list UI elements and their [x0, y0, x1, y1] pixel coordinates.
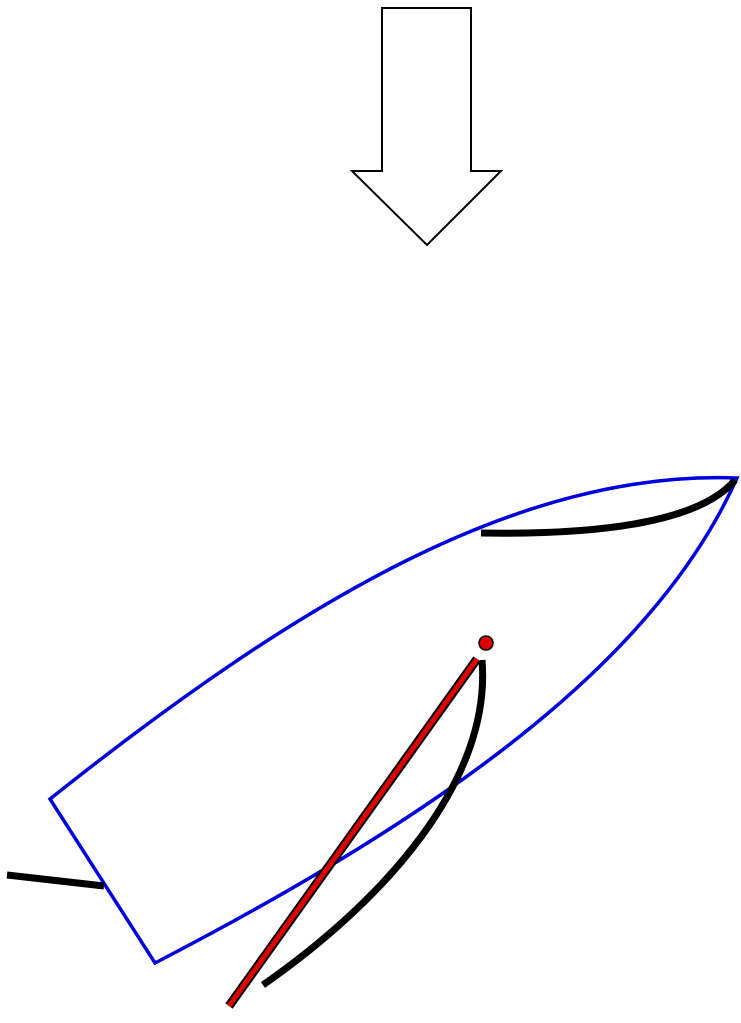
- sail-top: [480, 477, 738, 537]
- sail-curve: [260, 659, 487, 988]
- mast: [478, 635, 494, 651]
- tiller: [6, 871, 105, 890]
- boom: [226, 657, 480, 1008]
- wind-arrow: [349, 7, 504, 247]
- hull: [47, 475, 740, 966]
